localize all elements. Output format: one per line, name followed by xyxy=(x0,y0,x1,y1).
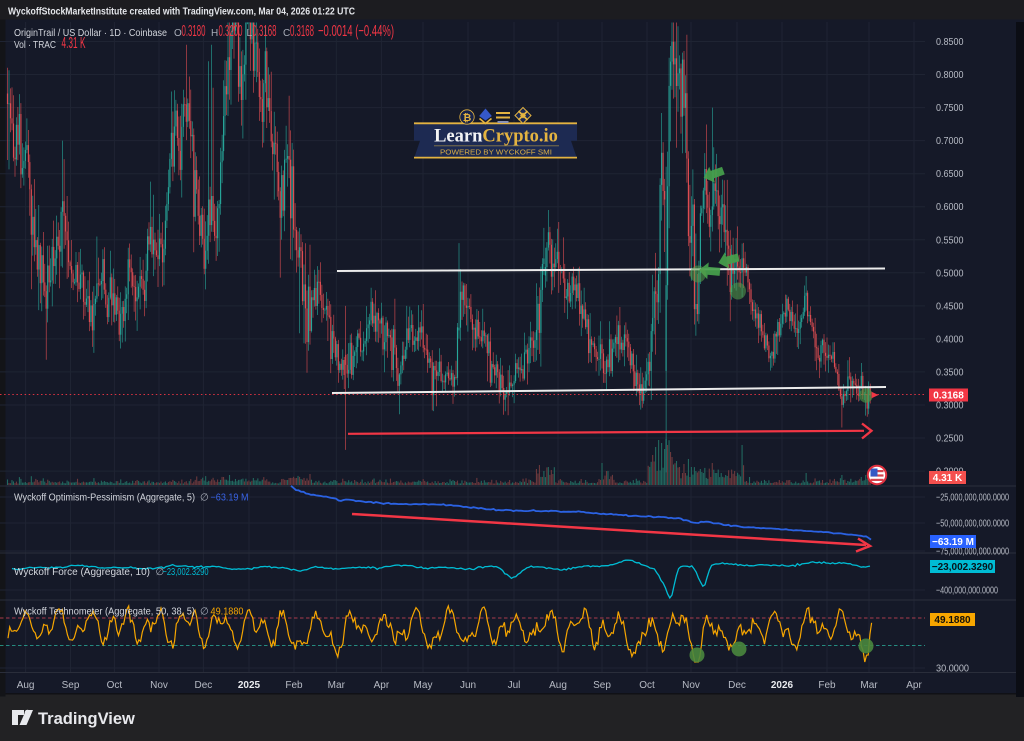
svg-text:Jul: Jul xyxy=(508,680,521,691)
svg-text:−23,002.3290: −23,002.3290 xyxy=(163,567,209,578)
svg-text:0.2500: 0.2500 xyxy=(936,434,964,445)
svg-text:Oct: Oct xyxy=(639,680,655,691)
svg-text:Vol · TRAC: Vol · TRAC xyxy=(14,40,56,51)
svg-text:∅: ∅ xyxy=(200,607,209,618)
svg-text:−0.0014 (−0.44%): −0.0014 (−0.44%) xyxy=(318,23,394,40)
svg-text:Nov: Nov xyxy=(682,680,700,691)
svg-text:0.3168: 0.3168 xyxy=(290,23,314,40)
svg-text:0.3168: 0.3168 xyxy=(253,23,277,40)
svg-text:TradingView: TradingView xyxy=(38,710,135,728)
svg-text:Dec: Dec xyxy=(195,680,213,691)
svg-text:0.7500: 0.7500 xyxy=(936,103,964,114)
svg-text:L: L xyxy=(247,28,253,39)
svg-text:0.3168: 0.3168 xyxy=(933,391,964,402)
svg-text:0.8500: 0.8500 xyxy=(936,37,964,48)
svg-text:Apr: Apr xyxy=(374,680,390,691)
svg-text:Sep: Sep xyxy=(62,680,80,691)
svg-text:Aug: Aug xyxy=(549,680,567,691)
svg-text:2025: 2025 xyxy=(238,680,261,691)
svg-text:−25,000,000,000.0000: −25,000,000,000.0000 xyxy=(936,493,1009,504)
svg-text:Wyckoff Optimism-Pessimism (Ag: Wyckoff Optimism-Pessimism (Aggregate, 5… xyxy=(14,493,195,504)
svg-text:−400,000,000.0000: −400,000,000.0000 xyxy=(936,586,998,597)
svg-text:May: May xyxy=(414,680,433,691)
svg-text:Nov: Nov xyxy=(150,680,168,691)
svg-text:POWERED BY WYCKOFF SMI: POWERED BY WYCKOFF SMI xyxy=(440,148,552,157)
svg-text:−50,000,000,000.0000: −50,000,000,000.0000 xyxy=(936,519,1009,530)
svg-text:O: O xyxy=(174,28,182,39)
svg-text:Mar: Mar xyxy=(860,680,878,691)
svg-text:49.1880: 49.1880 xyxy=(211,607,244,618)
svg-text:4.31 K: 4.31 K xyxy=(933,473,963,484)
svg-text:−75,000,000,000.0000: −75,000,000,000.0000 xyxy=(936,547,1009,558)
svg-text:0.3180: 0.3180 xyxy=(182,23,206,40)
svg-text:−63.19 M: −63.19 M xyxy=(211,493,249,504)
svg-text:Oct: Oct xyxy=(107,680,123,691)
svg-text:C: C xyxy=(283,28,290,39)
svg-text:LearnCrypto.io: LearnCrypto.io xyxy=(434,127,558,147)
svg-text:0.5000: 0.5000 xyxy=(936,268,964,279)
svg-text:4.31 K: 4.31 K xyxy=(62,35,86,52)
svg-text:Apr: Apr xyxy=(906,680,922,691)
svg-text:Feb: Feb xyxy=(818,680,836,691)
svg-text:−23,002.3290: −23,002.3290 xyxy=(932,562,994,573)
svg-text:H: H xyxy=(211,28,218,39)
svg-text:Sep: Sep xyxy=(593,680,611,691)
svg-text:Wyckoff Technometer (Aggregate: Wyckoff Technometer (Aggregate, 50, 38, … xyxy=(14,607,195,618)
svg-text:∅: ∅ xyxy=(200,493,209,504)
svg-text:0.4500: 0.4500 xyxy=(936,301,964,312)
svg-text:30.0000: 30.0000 xyxy=(936,664,969,675)
svg-text:Feb: Feb xyxy=(285,680,303,691)
svg-text:0.6000: 0.6000 xyxy=(936,202,964,213)
svg-text:Jun: Jun xyxy=(460,680,476,691)
svg-text:0.5500: 0.5500 xyxy=(936,235,964,246)
svg-text:0.6500: 0.6500 xyxy=(936,169,964,180)
svg-text:0.3000: 0.3000 xyxy=(936,401,964,412)
svg-text:Dec: Dec xyxy=(728,680,746,691)
svg-text:Mar: Mar xyxy=(328,680,346,691)
svg-text:₿: ₿ xyxy=(463,112,472,124)
svg-text:WyckoffStockMarketInstitute cr: WyckoffStockMarketInstitute created with… xyxy=(8,7,355,18)
svg-text:0.7000: 0.7000 xyxy=(936,136,964,147)
svg-text:49.1880: 49.1880 xyxy=(934,615,971,626)
svg-text:OriginTrail / US Dollar · 1D ·: OriginTrail / US Dollar · 1D · Coinbase xyxy=(14,28,167,39)
svg-text:Wyckoff Force (Aggregate, 10): Wyckoff Force (Aggregate, 10) xyxy=(14,567,150,578)
svg-text:2026: 2026 xyxy=(771,680,794,691)
svg-text:0.3200: 0.3200 xyxy=(219,23,243,40)
svg-text:0.4000: 0.4000 xyxy=(936,334,964,345)
svg-text:0.3500: 0.3500 xyxy=(936,367,964,378)
svg-text:−63.19 M: −63.19 M xyxy=(932,537,974,548)
svg-text:∅: ∅ xyxy=(156,567,165,578)
svg-text:Aug: Aug xyxy=(17,680,35,691)
svg-text:0.8000: 0.8000 xyxy=(936,70,964,81)
